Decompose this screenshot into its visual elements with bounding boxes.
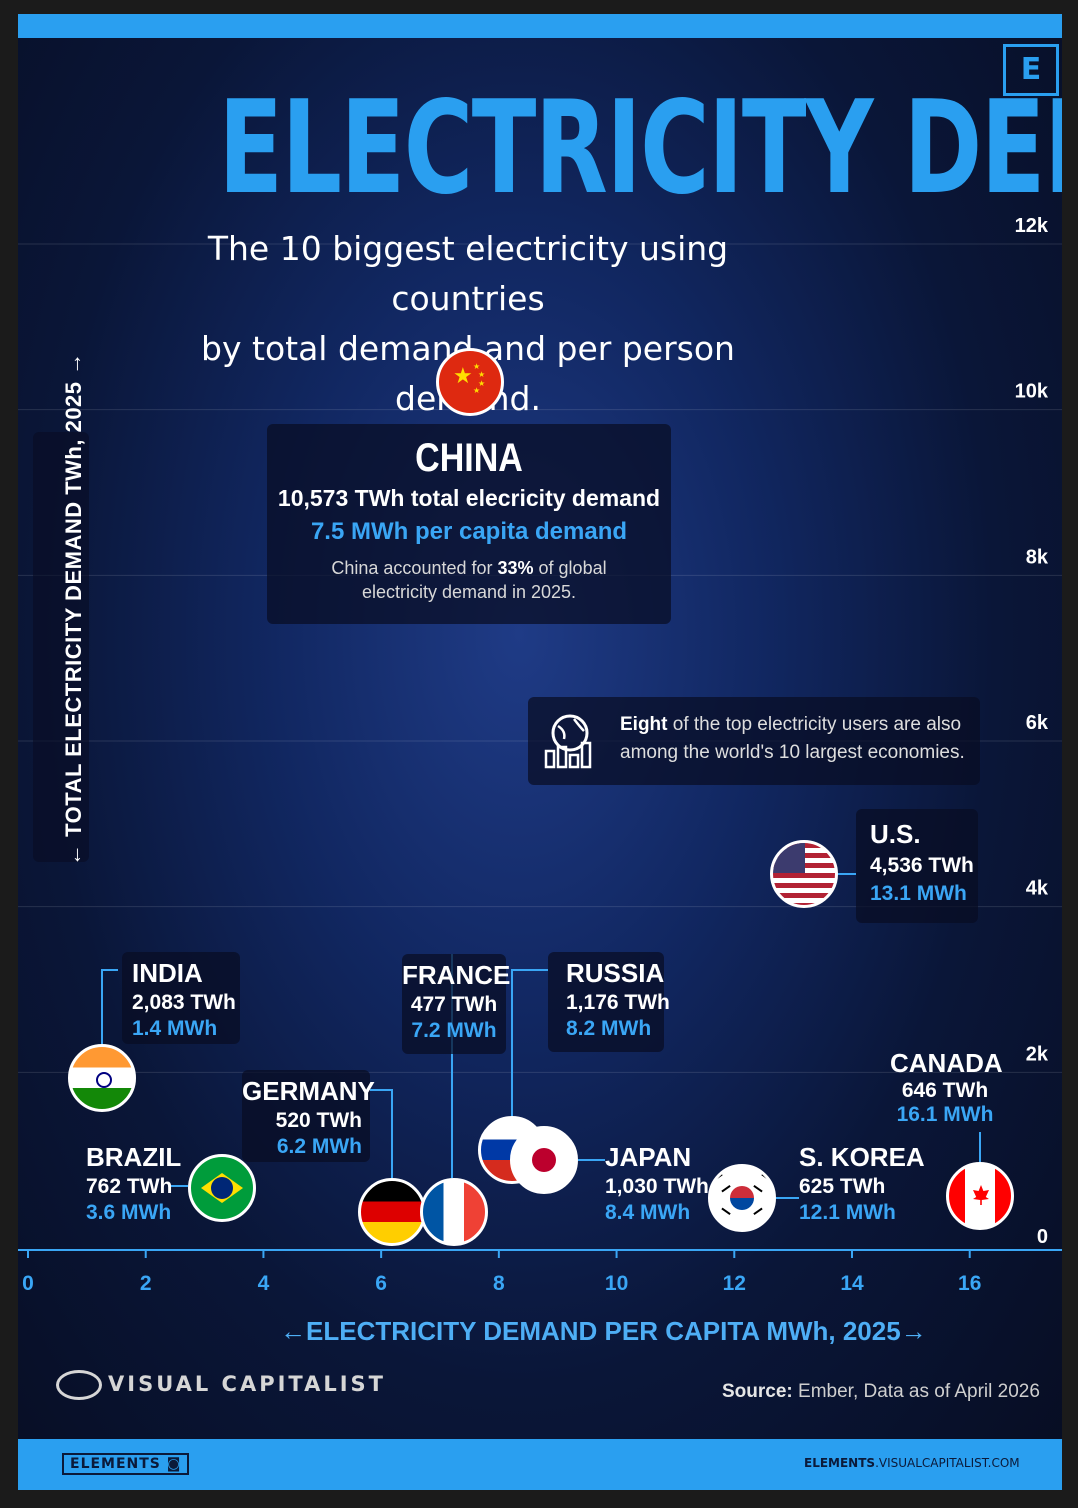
label-india: INDIA 2,083 TWh 1.4 MWh [122, 952, 240, 1044]
label-japan-name: JAPAN [605, 1142, 692, 1172]
infographic-frame: E ELECTRICITY DEMAND The 10 biggest elec… [18, 14, 1062, 1490]
label-s-korea-name: S. KOREA [799, 1142, 925, 1172]
x-axis: 0 2 4 6 8 10 12 14 16 [18, 1249, 1062, 1295]
elements-mark-icon: ◙ [166, 1456, 182, 1472]
label-germany-name: GERMANY [242, 1076, 375, 1106]
brazil-flag [188, 1154, 256, 1222]
china-per-capita: 7.5 MWh per capita demand [310, 518, 628, 545]
china-name: CHINA [415, 436, 523, 480]
x-tick-label: 0 [22, 1272, 34, 1295]
france-flag [420, 1178, 488, 1246]
elements-badge: ELEMENTS ◙ [62, 1453, 190, 1475]
label-russia-mwh: 8.2 MWh [566, 1017, 652, 1040]
gridlines [18, 243, 1062, 1073]
india-flag [68, 1044, 136, 1112]
label-japan-twh: 1,030 TWh [605, 1175, 709, 1198]
y-axis-ticks: 0 2k 4k 6k 8k 10k 12k [1015, 215, 1049, 1248]
y-axis-label: ← TOTAL ELECTRICITY DEMAND TWh, 2025 → [61, 352, 86, 866]
bottom-accent-bar [18, 1439, 1062, 1490]
label-us-twh: 4,536 TWh [870, 854, 974, 877]
label-brazil-name: BRAZIL [86, 1142, 182, 1172]
label-germany-twh: 520 TWh [275, 1109, 362, 1132]
x-tick-label: 6 [375, 1272, 387, 1295]
label-us: U.S. 4,536 TWh 13.1 MWh [856, 809, 978, 923]
south-korea-flag [708, 1164, 776, 1232]
china-flag: ★ ★ ★ ★ ★ [436, 348, 504, 416]
canada-flag [946, 1162, 1014, 1230]
y-tick-label: 8k [1026, 546, 1049, 568]
y-tick-label: 2k [1026, 1043, 1049, 1065]
china-card: CHINA 10,573 TWh total elecricity demand… [267, 424, 671, 624]
label-canada-name: CANADA [890, 1048, 1003, 1078]
leader-line [101, 969, 118, 1044]
x-tick-label: 12 [723, 1272, 746, 1295]
china-flag-stars-icon: ★ ★ ★ ★ ★ [453, 362, 485, 395]
economies-note-text: Eight of the top electricity users are a… [620, 714, 965, 763]
elements-e-logo: E [1003, 44, 1059, 96]
svg-text:★: ★ [473, 386, 480, 395]
x-tick-label: 14 [840, 1272, 864, 1295]
label-canada-mwh: 16.1 MWh [896, 1103, 994, 1126]
x-tick-label: 16 [958, 1272, 981, 1295]
y-tick-label: 6k [1026, 712, 1049, 734]
svg-text:★: ★ [453, 364, 473, 389]
germany-flag [358, 1178, 426, 1246]
svg-text:★: ★ [478, 370, 485, 379]
label-france-mwh: 7.2 MWh [411, 1019, 497, 1042]
label-russia-twh: 1,176 TWh [566, 991, 670, 1014]
label-brazil-twh: 762 TWh [86, 1175, 173, 1198]
label-brazil: BRAZIL 762 TWh 3.6 MWh [86, 1142, 196, 1225]
label-india-mwh: 1.4 MWh [132, 1017, 218, 1040]
label-brazil-mwh: 3.6 MWh [86, 1201, 172, 1224]
y-tick-label: 10k [1015, 381, 1049, 403]
japan-flag [510, 1126, 578, 1194]
label-canada: CANADA 646 TWh 16.1 MWh [890, 1048, 1003, 1127]
visual-capitalist-logo: VISUAL CAPITALIST [56, 1370, 386, 1400]
globe-chart-icon [544, 714, 592, 769]
site-url: ELEMENTS.VISUALCAPITALIST.COM [804, 1456, 1020, 1470]
x-tick-label: 8 [493, 1272, 505, 1295]
label-us-name: U.S. [870, 819, 921, 849]
economies-note-card: Eight of the top electricity users are a… [528, 697, 980, 785]
leader-line [370, 1089, 393, 1178]
y-tick-label: 4k [1026, 878, 1049, 900]
y-axis-label-box [33, 432, 89, 862]
china-note: China accounted for 33% of global electr… [331, 558, 607, 602]
source-text: Source: Ember, Data as of April 2026 [722, 1381, 1040, 1402]
y-tick-label: 12k [1015, 215, 1049, 237]
y-tick-label: 0 [1037, 1226, 1048, 1248]
label-us-mwh: 13.1 MWh [870, 882, 967, 905]
china-total: 10,573 TWh total elecricity demand [277, 485, 661, 511]
label-france: FRANCE 477 TWh 7.2 MWh [402, 954, 511, 1054]
leader-line [511, 969, 548, 1116]
label-s-korea: S. KOREA 625 TWh 12.1 MWh [799, 1142, 925, 1225]
label-canada-twh: 646 TWh [901, 1079, 989, 1102]
svg-text:★: ★ [478, 379, 485, 388]
svg-text:★: ★ [473, 362, 480, 371]
x-tick-label: 2 [140, 1272, 152, 1295]
label-france-twh: 477 TWh [410, 993, 498, 1016]
top-accent-bar [18, 14, 1062, 38]
label-germany: GERMANY 520 TWh 6.2 MWh [242, 1070, 375, 1162]
label-france-name: FRANCE [402, 960, 511, 990]
us-flag [770, 840, 838, 908]
x-axis-label: ←ELECTRICITY DEMAND PER CAPITA MWh, 2025… [280, 1316, 927, 1346]
vc-mark-icon [56, 1370, 102, 1400]
label-russia-name: RUSSIA [566, 958, 665, 988]
x-tick-label: 10 [605, 1272, 628, 1295]
label-russia: RUSSIA 1,176 TWh 8.2 MWh [548, 952, 670, 1052]
label-japan: JAPAN 1,030 TWh 8.4 MWh [605, 1142, 715, 1225]
label-india-twh: 2,083 TWh [132, 991, 236, 1014]
label-s-korea-mwh: 12.1 MWh [799, 1201, 896, 1224]
x-tick-label: 4 [258, 1272, 270, 1295]
label-india-name: INDIA [132, 958, 203, 988]
label-japan-mwh: 8.4 MWh [605, 1201, 691, 1224]
label-s-korea-twh: 625 TWh [799, 1175, 886, 1198]
label-germany-mwh: 6.2 MWh [276, 1135, 362, 1158]
